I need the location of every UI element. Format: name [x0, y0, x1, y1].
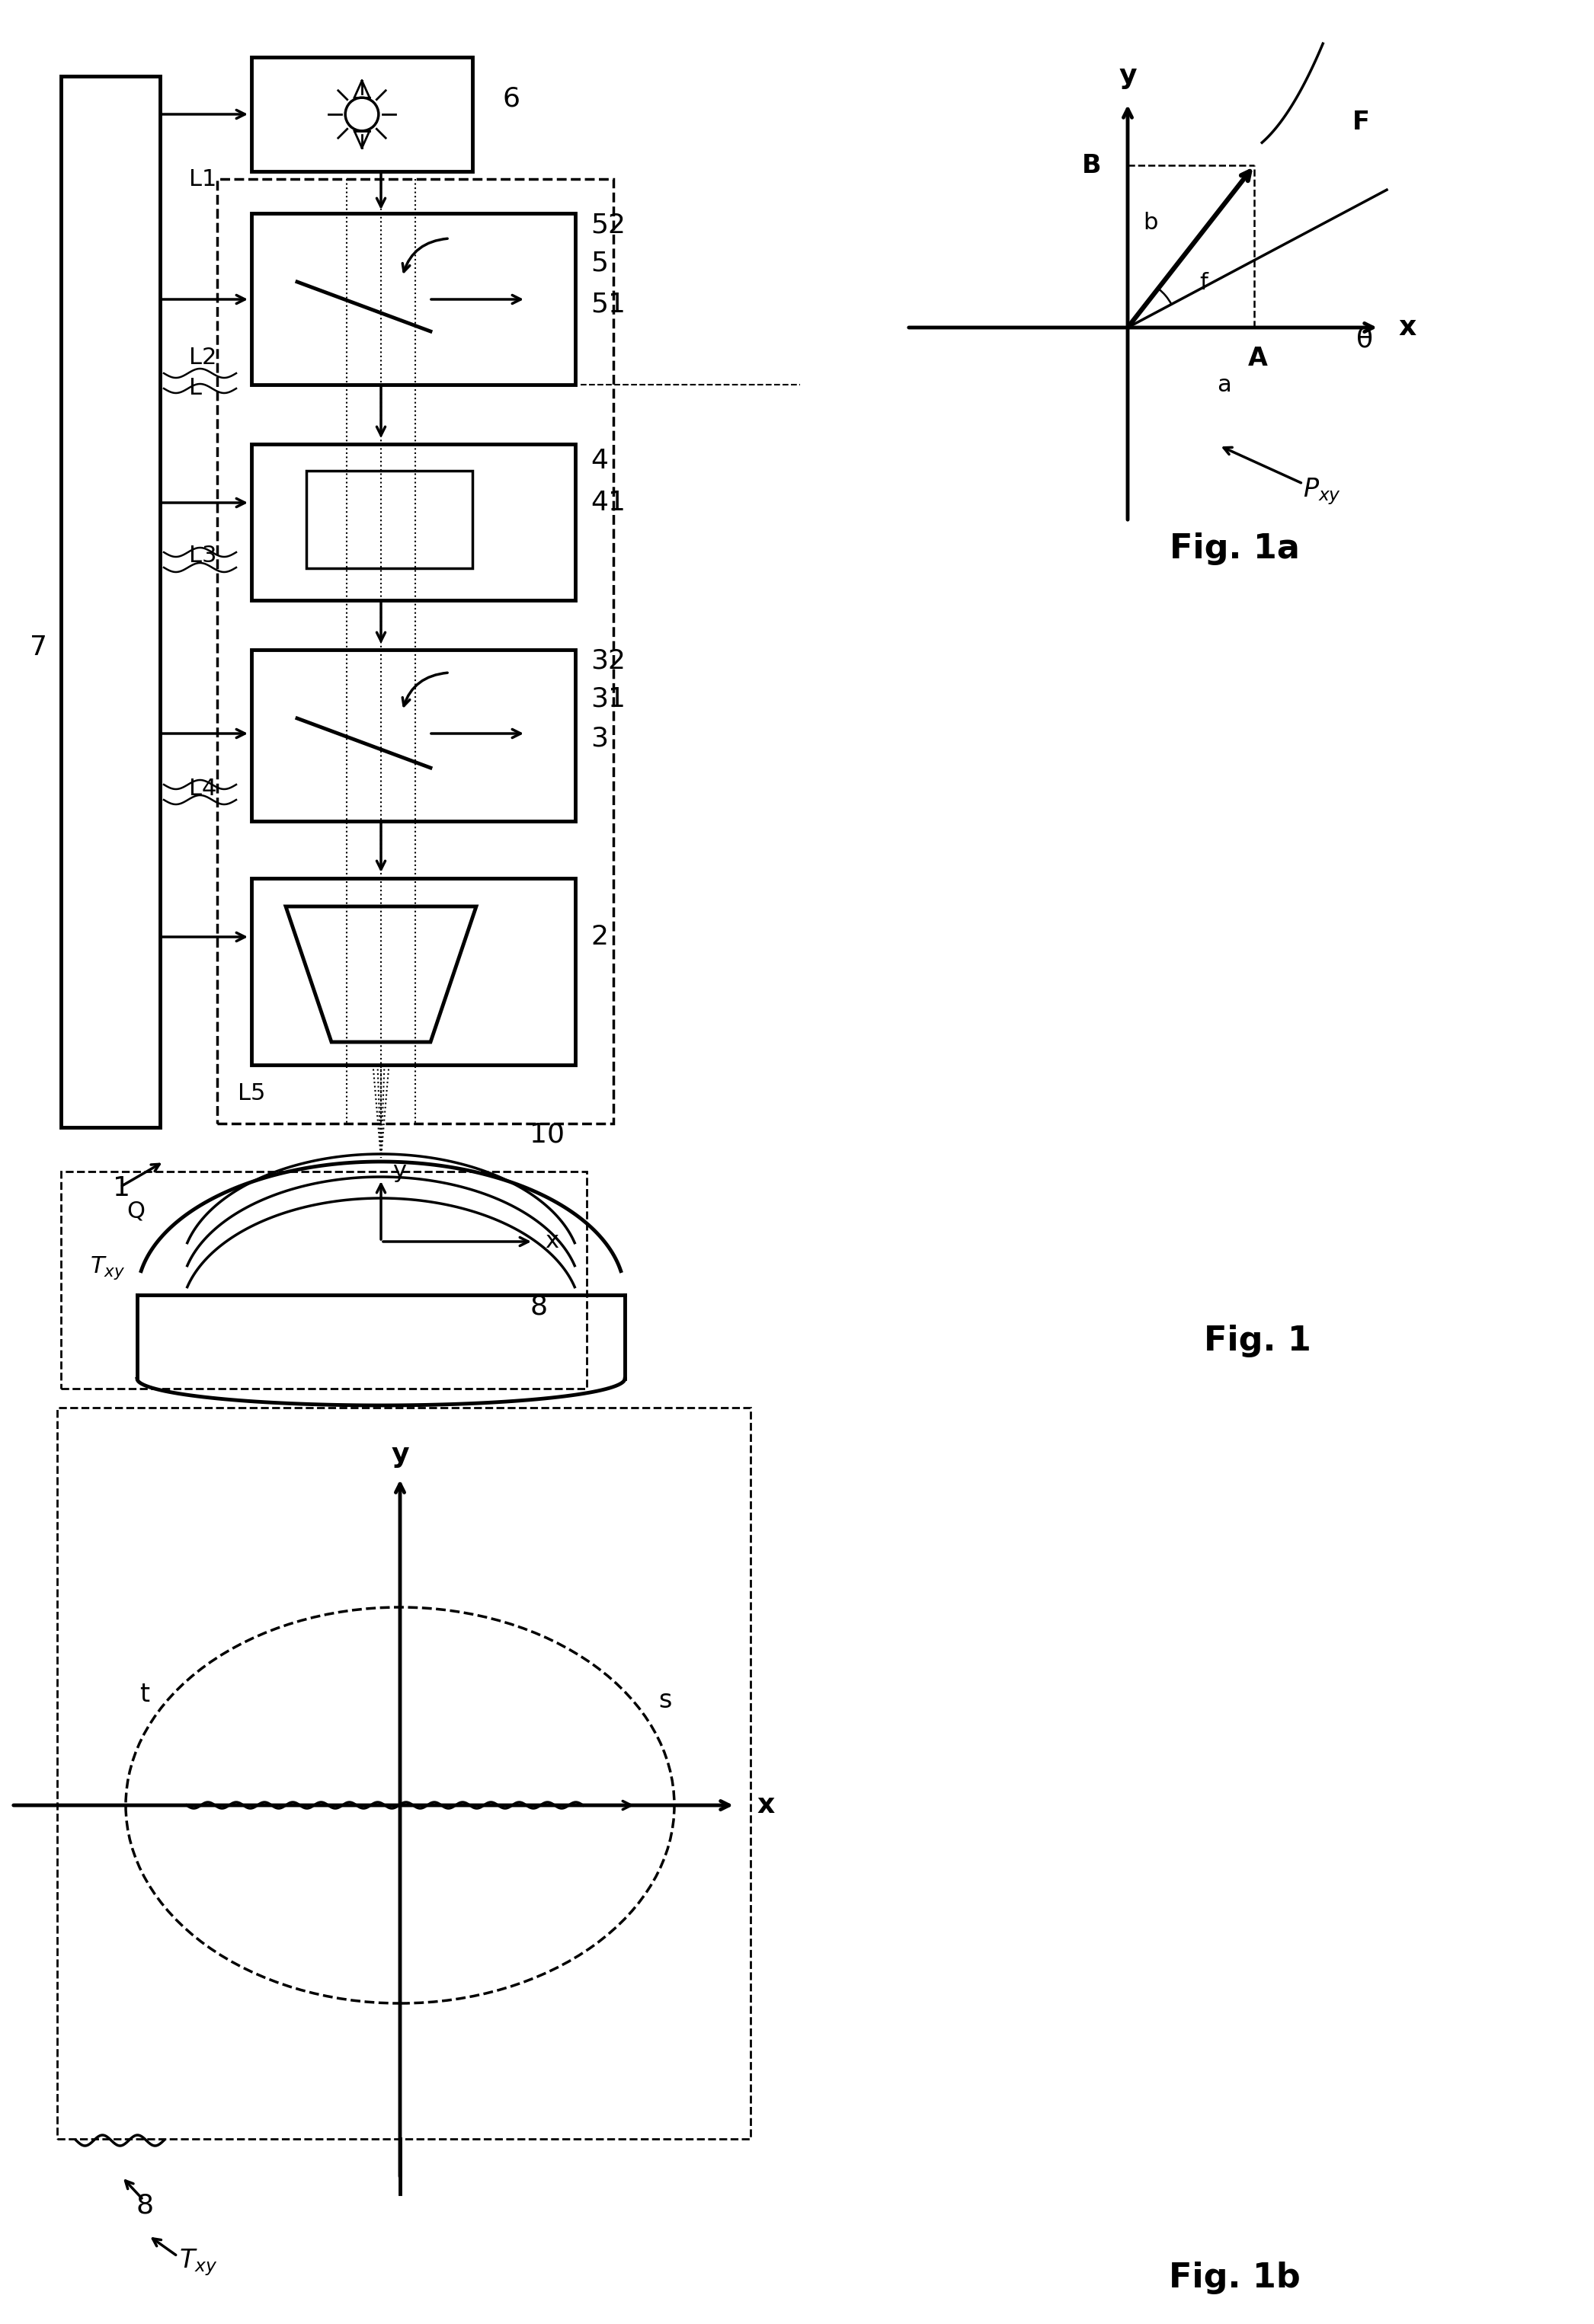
Bar	[252, 214, 575, 386]
Text: L: L	[190, 376, 202, 400]
Text: Q: Q	[126, 1199, 145, 1222]
Text: 4: 4	[590, 449, 607, 474]
Text: $T_{xy}$: $T_{xy}$	[89, 1255, 124, 1281]
Text: 51: 51	[590, 293, 625, 318]
Text: 1: 1	[113, 1176, 131, 1202]
Bar	[61, 1171, 587, 1390]
Bar	[217, 179, 614, 1122]
Text: A: A	[1248, 346, 1267, 370]
Text: L4: L4	[190, 776, 217, 799]
Text: θ: θ	[1356, 325, 1372, 351]
Bar	[306, 472, 472, 569]
Text: b: b	[1143, 211, 1157, 235]
Text: 7: 7	[29, 634, 46, 660]
Bar	[252, 651, 575, 820]
Text: L3: L3	[190, 546, 217, 567]
Text: x: x	[1398, 314, 1415, 342]
Text: f: f	[1200, 272, 1208, 295]
Text: y: y	[391, 1441, 410, 1469]
Text: y: y	[1119, 63, 1137, 88]
Text: a: a	[1216, 374, 1231, 395]
Text: t: t	[140, 1683, 150, 1708]
Text: 3: 3	[590, 725, 607, 753]
Text: s: s	[658, 1687, 671, 1713]
Text: 52: 52	[590, 211, 625, 237]
Bar	[61, 77, 159, 1127]
Text: 2: 2	[590, 925, 607, 951]
Bar	[57, 1408, 751, 2138]
Text: 31: 31	[590, 686, 625, 711]
Text: Fig. 1a: Fig. 1a	[1170, 532, 1299, 565]
Text: 32: 32	[590, 648, 625, 674]
Bar	[252, 878, 575, 1064]
Text: $T_{xy}$: $T_{xy}$	[179, 2247, 217, 2278]
Text: x: x	[545, 1229, 558, 1253]
Text: $P_{xy}$: $P_{xy}$	[1302, 476, 1341, 507]
Text: 8: 8	[135, 2192, 153, 2217]
Text: 5: 5	[590, 251, 607, 277]
Text: F: F	[1352, 109, 1369, 135]
Text: Fig. 1: Fig. 1	[1203, 1325, 1310, 1357]
Text: L5: L5	[238, 1083, 266, 1104]
Text: L2: L2	[190, 346, 217, 370]
Text: 6: 6	[502, 86, 520, 112]
Text: Fig. 1b: Fig. 1b	[1168, 2261, 1301, 2294]
Text: B: B	[1082, 153, 1101, 179]
Bar	[252, 58, 472, 172]
Text: L1: L1	[190, 167, 217, 191]
Text: y: y	[392, 1160, 406, 1183]
Text: 10: 10	[529, 1122, 564, 1148]
Text: x: x	[757, 1792, 775, 1817]
Text: 8: 8	[529, 1294, 547, 1320]
Bar	[252, 444, 575, 600]
Text: 41: 41	[590, 490, 625, 516]
